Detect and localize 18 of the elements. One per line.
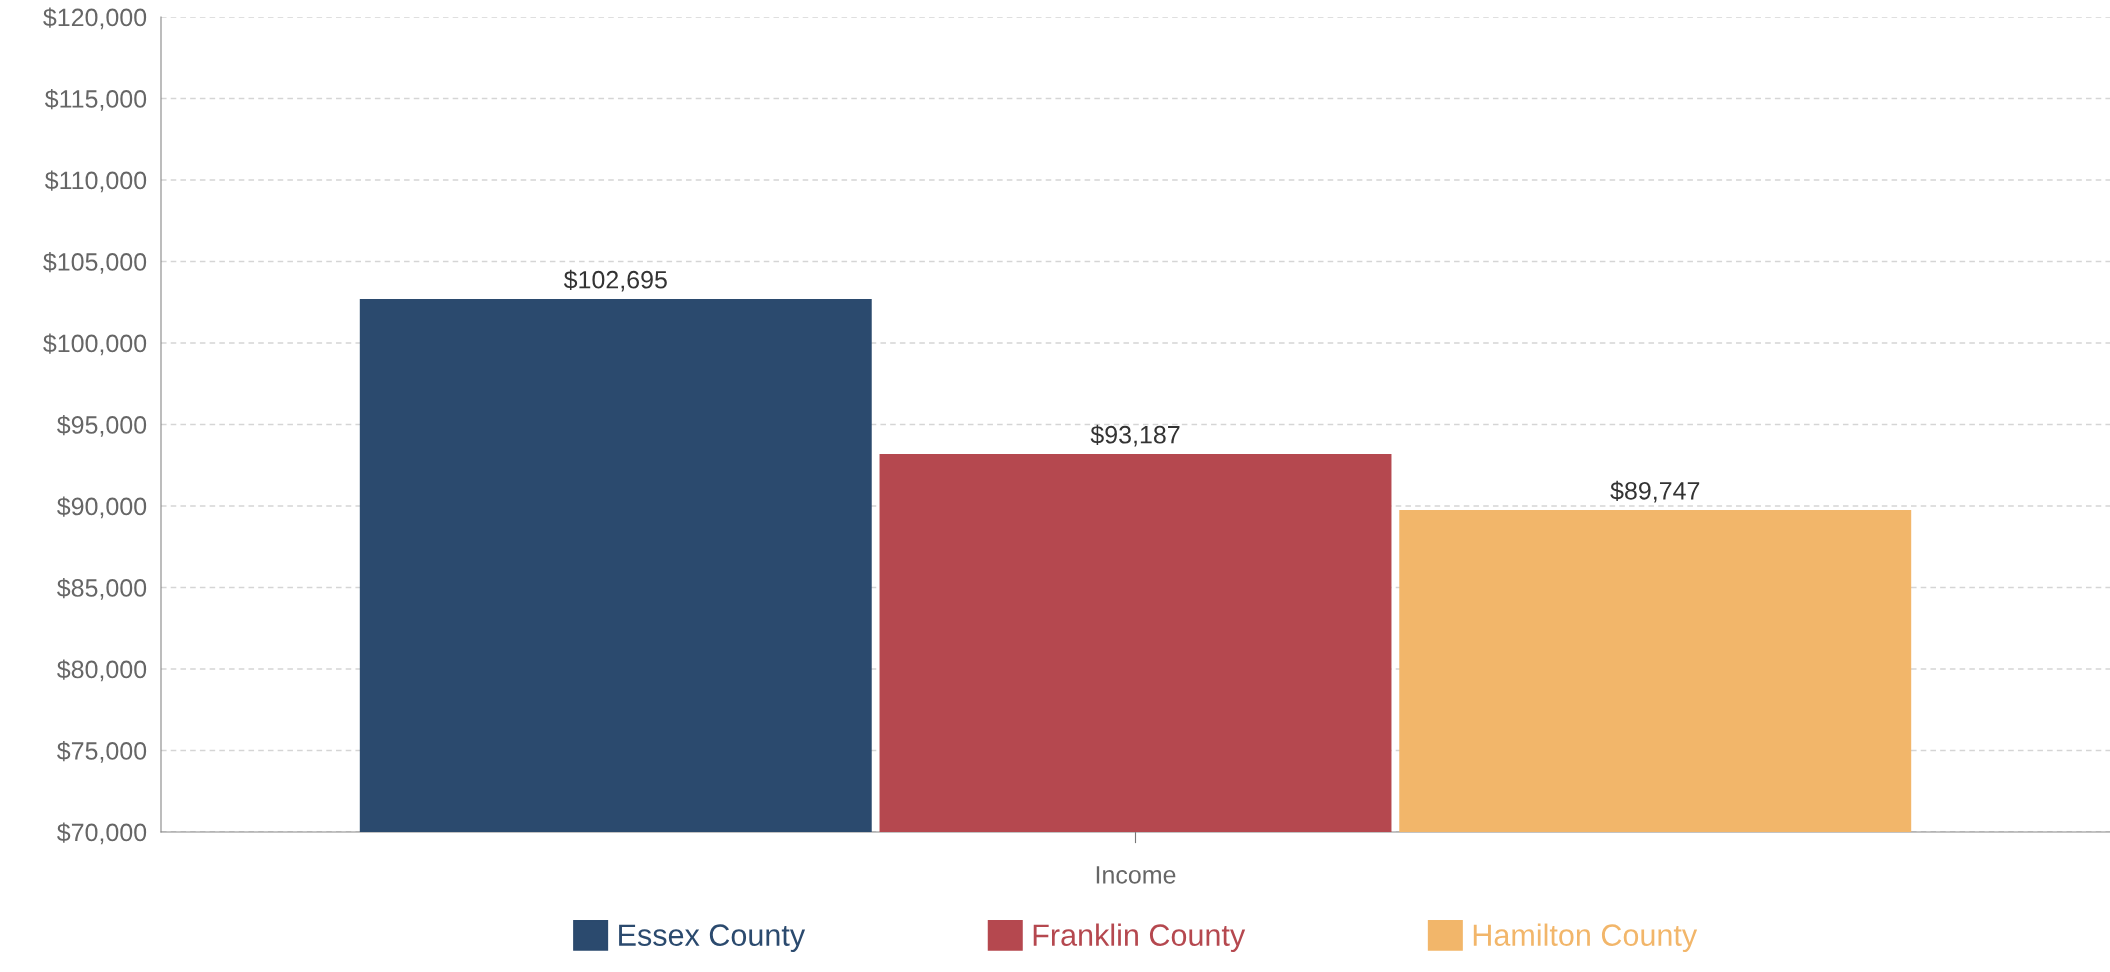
data-label: $102,695 bbox=[563, 269, 667, 292]
y-tick-label: $100,000 bbox=[43, 333, 147, 356]
y-tick-label: $85,000 bbox=[57, 578, 147, 600]
data-label: $93,187 bbox=[1090, 424, 1180, 447]
y-tick-label: $110,000 bbox=[44, 170, 147, 193]
data-label: $89,747 bbox=[1610, 480, 1700, 503]
y-tick-label: $95,000 bbox=[57, 415, 147, 437]
x-tick-label: Income bbox=[1096, 866, 1176, 884]
y-tick-label: $70,000 bbox=[57, 822, 147, 845]
y-tick-label: $90,000 bbox=[57, 496, 147, 519]
y-tick-label: $105,000 bbox=[43, 252, 147, 274]
legend-label: Franklin County bbox=[1033, 923, 1246, 953]
legend-label: Essex County bbox=[619, 924, 806, 953]
y-tick-label: $120,000 bbox=[43, 7, 147, 30]
legend-label: Hamilton County bbox=[1473, 923, 1698, 953]
y-tick-label: $75,000 bbox=[57, 741, 147, 763]
y-tick-label: $80,000 bbox=[57, 659, 147, 682]
y-tick-label: $115,000 bbox=[44, 89, 147, 111]
